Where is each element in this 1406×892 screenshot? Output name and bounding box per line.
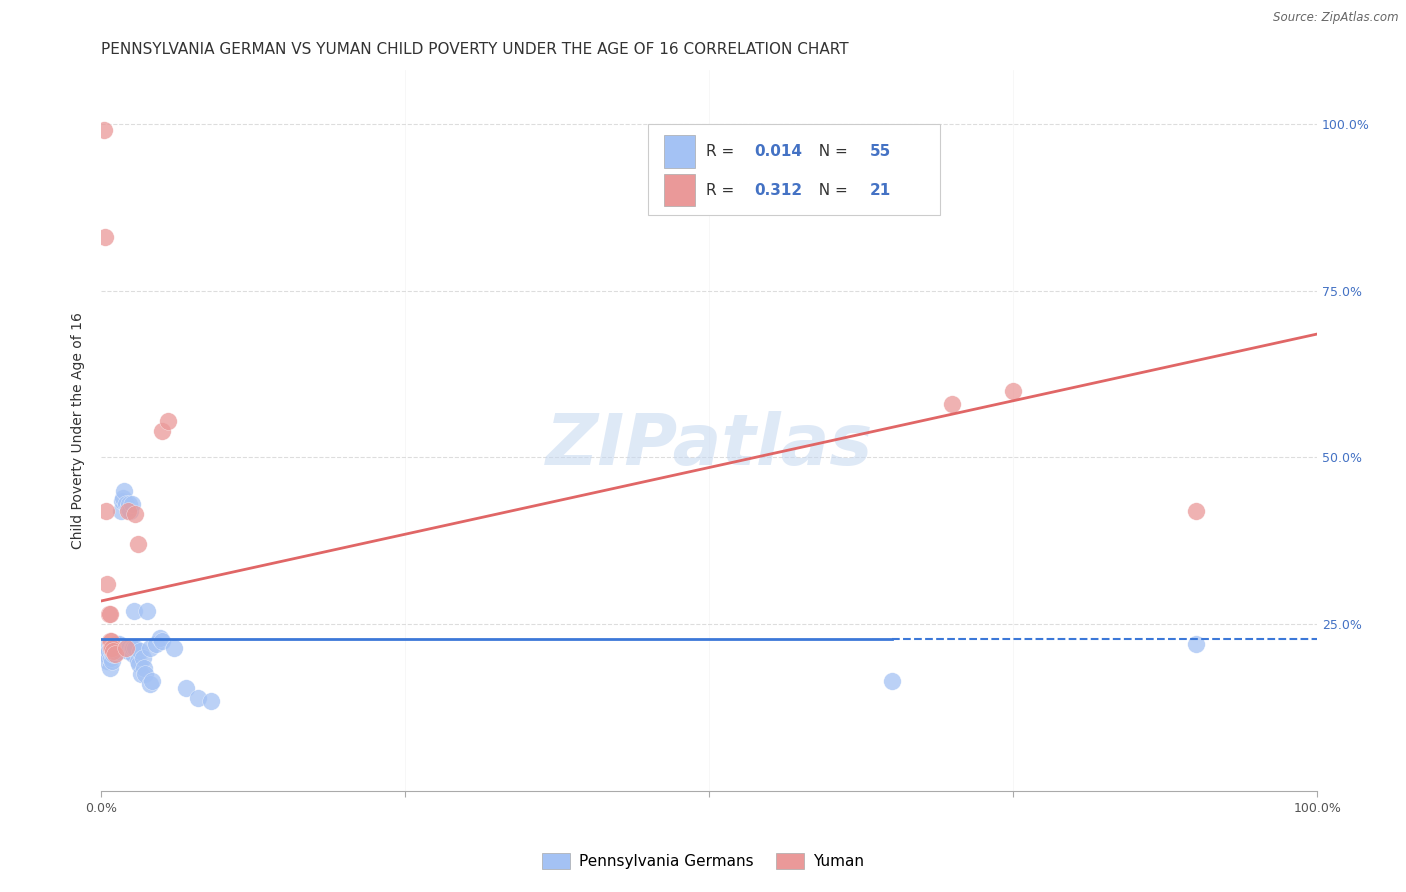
Point bbox=[114, 640, 136, 655]
Point bbox=[94, 504, 117, 518]
Point bbox=[117, 500, 139, 515]
Text: R =: R = bbox=[706, 144, 738, 159]
Point bbox=[103, 648, 125, 662]
Point bbox=[103, 644, 125, 658]
Point bbox=[176, 681, 198, 695]
Point bbox=[97, 644, 120, 658]
Point bbox=[108, 644, 131, 658]
Text: N =: N = bbox=[808, 183, 852, 198]
Point bbox=[1184, 637, 1206, 651]
Point bbox=[118, 497, 141, 511]
Point bbox=[100, 640, 122, 655]
Point bbox=[107, 640, 129, 655]
Point bbox=[98, 607, 121, 622]
Text: N =: N = bbox=[808, 144, 852, 159]
Point bbox=[132, 661, 155, 675]
Point bbox=[150, 424, 173, 438]
Point bbox=[128, 657, 150, 672]
Point bbox=[127, 537, 149, 551]
Point bbox=[114, 640, 136, 655]
Point bbox=[124, 507, 146, 521]
Point bbox=[96, 577, 118, 591]
Point bbox=[94, 640, 117, 655]
Point bbox=[187, 690, 209, 705]
Point bbox=[112, 491, 135, 505]
Point bbox=[98, 634, 121, 648]
Point bbox=[134, 667, 156, 681]
Point bbox=[121, 648, 143, 662]
Point bbox=[163, 640, 186, 655]
Point bbox=[121, 640, 143, 655]
Point bbox=[96, 654, 118, 668]
Point bbox=[100, 634, 122, 648]
Point bbox=[880, 673, 903, 688]
Point bbox=[117, 644, 139, 658]
Point bbox=[139, 677, 162, 691]
Point bbox=[122, 604, 145, 618]
Text: 21: 21 bbox=[870, 183, 891, 198]
Legend: Pennsylvania Germans, Yuman: Pennsylvania Germans, Yuman bbox=[536, 847, 870, 875]
Text: Source: ZipAtlas.com: Source: ZipAtlas.com bbox=[1274, 11, 1399, 24]
Point bbox=[93, 123, 115, 137]
Point bbox=[112, 483, 135, 498]
Point bbox=[115, 640, 138, 655]
Point bbox=[100, 644, 122, 658]
Point bbox=[145, 637, 167, 651]
FancyBboxPatch shape bbox=[664, 174, 695, 206]
Point bbox=[1002, 384, 1025, 398]
Point bbox=[118, 640, 141, 655]
Point bbox=[141, 673, 163, 688]
Point bbox=[94, 648, 117, 662]
Point bbox=[148, 631, 170, 645]
Point bbox=[150, 634, 173, 648]
Point bbox=[98, 661, 121, 675]
Point bbox=[1184, 504, 1206, 518]
Point bbox=[139, 640, 162, 655]
Point bbox=[103, 644, 125, 658]
Point bbox=[97, 607, 120, 622]
Point bbox=[127, 654, 149, 668]
Y-axis label: Child Poverty Under the Age of 16: Child Poverty Under the Age of 16 bbox=[72, 312, 86, 549]
Point bbox=[200, 694, 222, 708]
Text: ZIPatlas: ZIPatlas bbox=[546, 410, 873, 480]
Point bbox=[941, 397, 963, 411]
Text: R =: R = bbox=[706, 183, 738, 198]
Point bbox=[94, 230, 117, 244]
Point bbox=[131, 667, 153, 681]
FancyBboxPatch shape bbox=[664, 135, 695, 168]
Point bbox=[100, 650, 122, 665]
Point bbox=[117, 504, 139, 518]
Point bbox=[136, 604, 159, 618]
Point bbox=[104, 637, 127, 651]
Point bbox=[101, 654, 124, 668]
Text: PENNSYLVANIA GERMAN VS YUMAN CHILD POVERTY UNDER THE AGE OF 16 CORRELATION CHART: PENNSYLVANIA GERMAN VS YUMAN CHILD POVER… bbox=[101, 42, 849, 57]
FancyBboxPatch shape bbox=[648, 125, 941, 215]
Point bbox=[120, 504, 142, 518]
Point bbox=[111, 493, 134, 508]
Text: 0.014: 0.014 bbox=[754, 144, 803, 159]
Text: 0.312: 0.312 bbox=[754, 183, 803, 198]
Point bbox=[157, 414, 180, 428]
Point bbox=[121, 640, 143, 655]
Text: 55: 55 bbox=[870, 144, 891, 159]
Point bbox=[105, 640, 128, 655]
Point bbox=[103, 640, 125, 655]
Point bbox=[114, 497, 136, 511]
Point bbox=[129, 644, 152, 658]
Point bbox=[124, 640, 146, 655]
Point bbox=[110, 504, 132, 518]
Point bbox=[108, 637, 131, 651]
Point bbox=[104, 644, 127, 658]
Point bbox=[101, 640, 124, 655]
Point bbox=[103, 648, 125, 662]
Point bbox=[131, 650, 153, 665]
Point bbox=[121, 497, 143, 511]
